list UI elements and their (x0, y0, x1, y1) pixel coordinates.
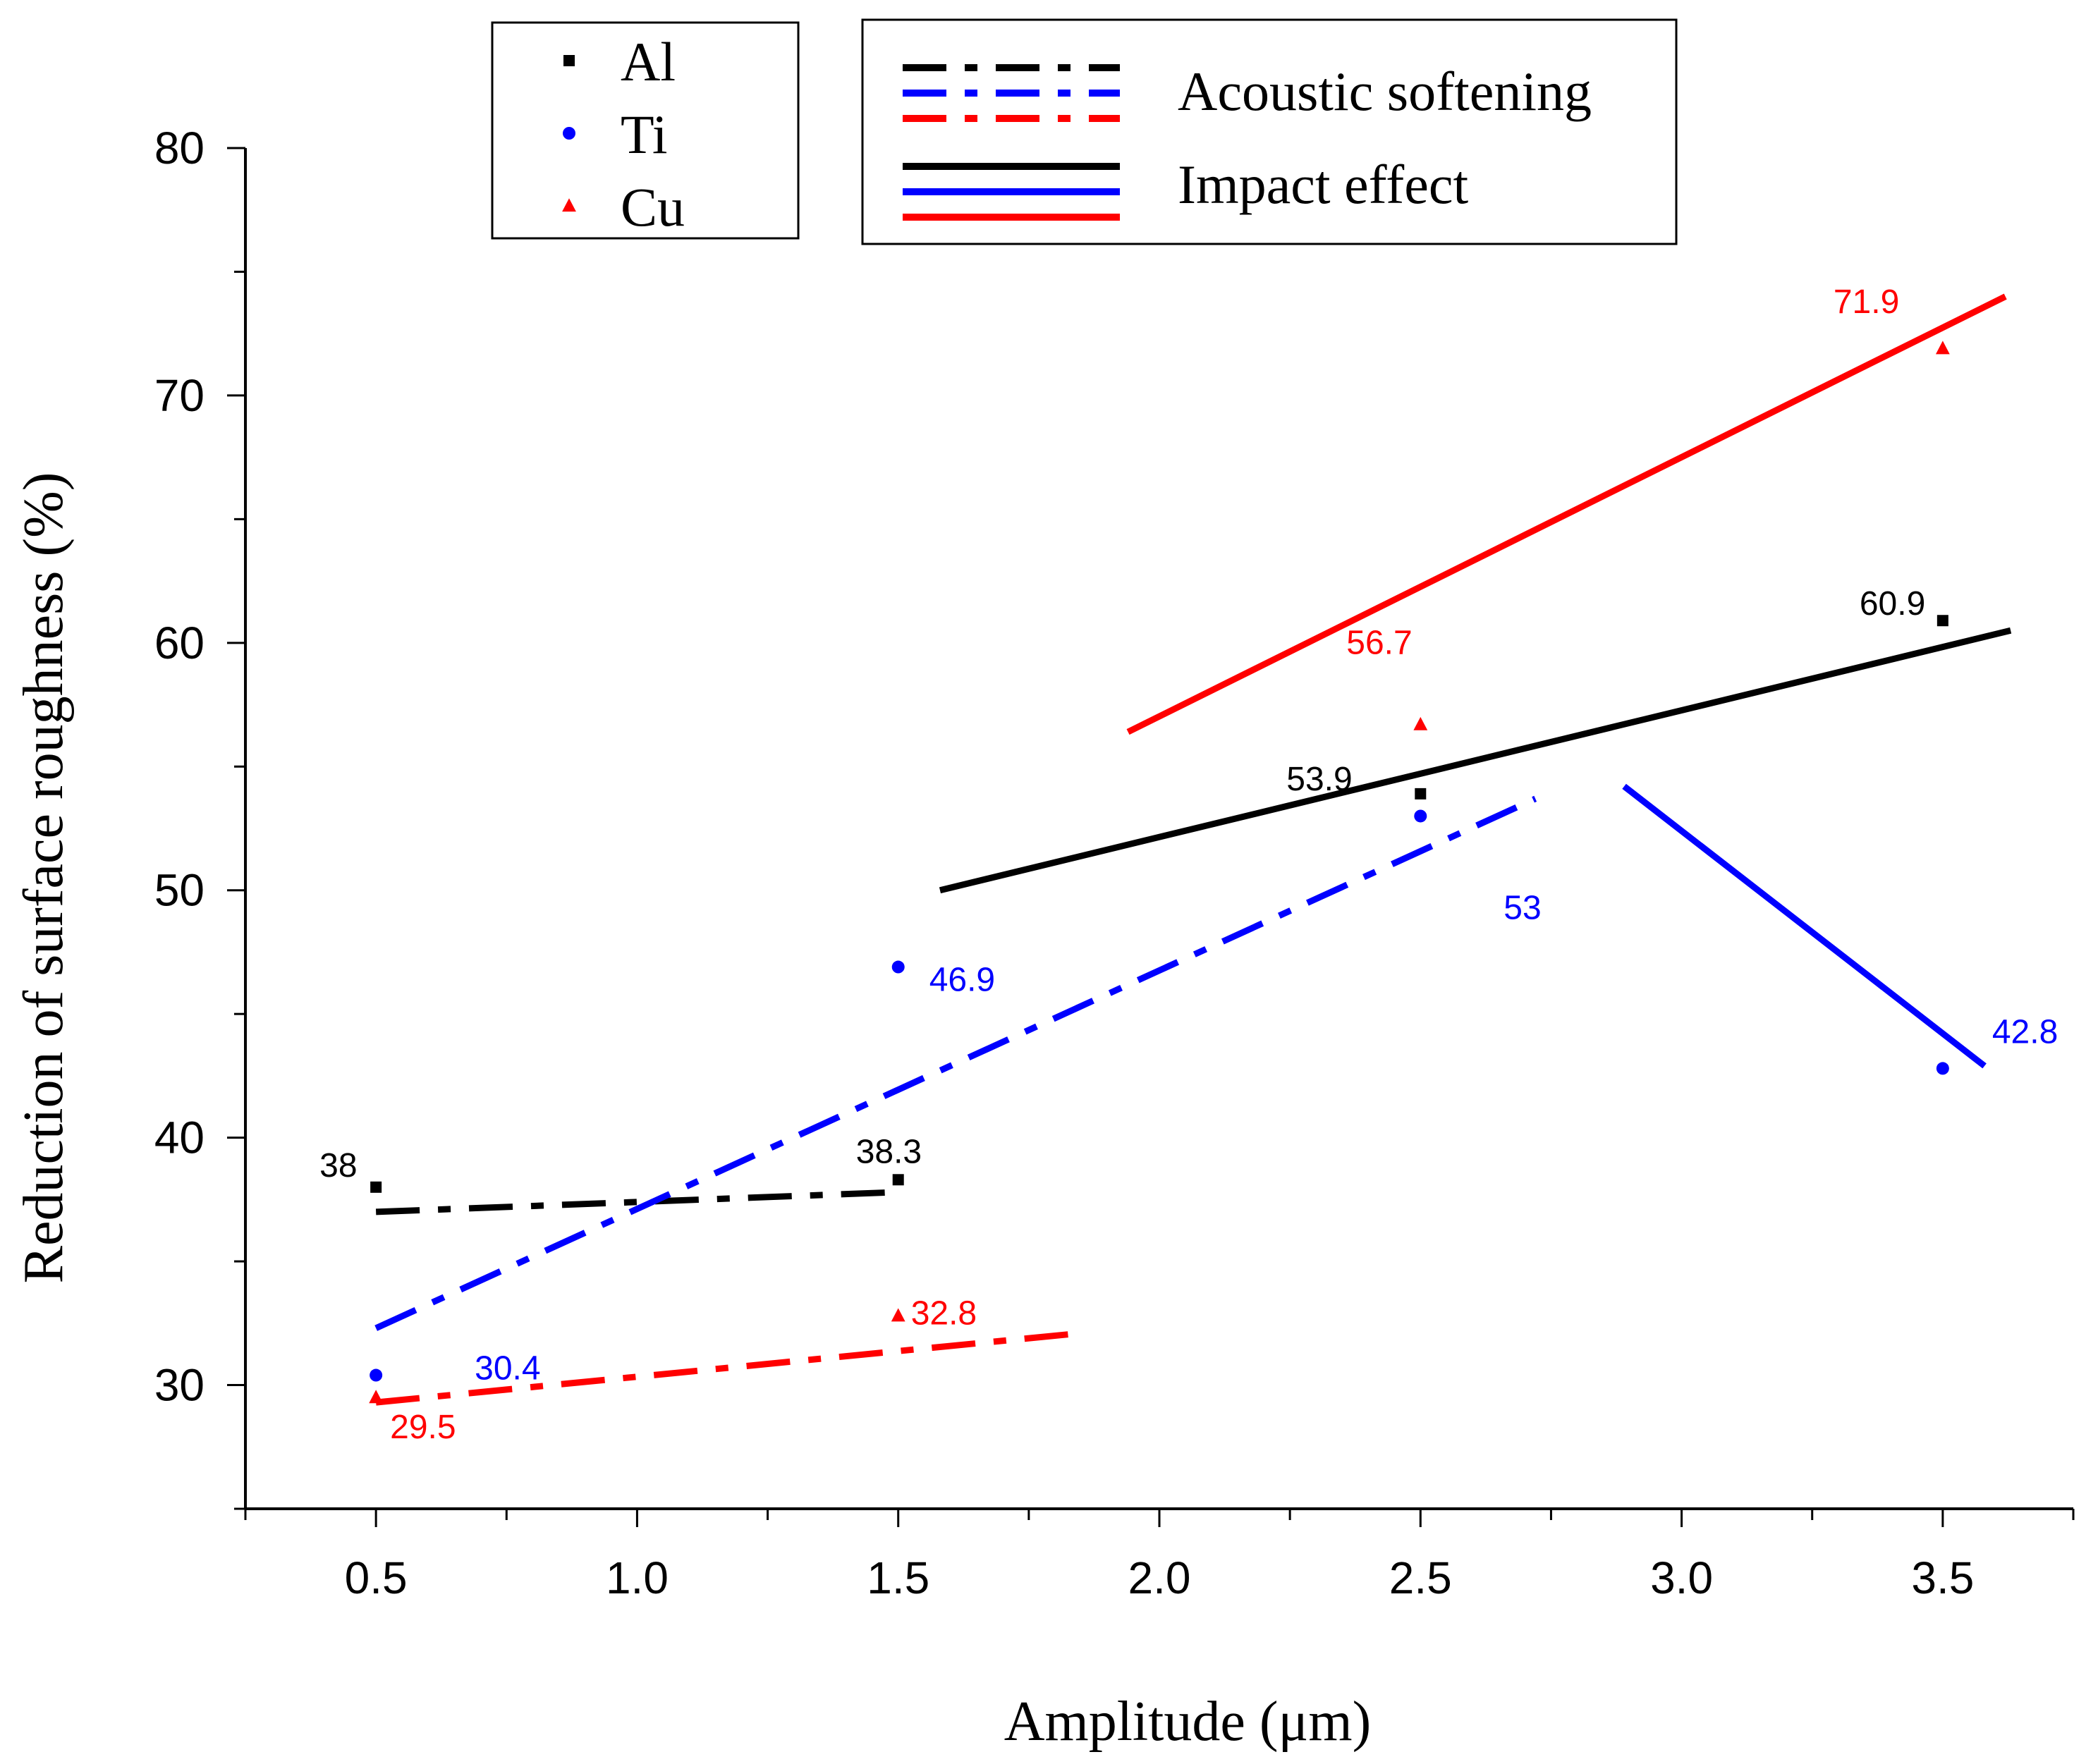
x-tick-label: 1.5 (867, 1552, 929, 1603)
acoustic-softening-line-cu (375, 1330, 1082, 1406)
cu-data-label: 56.7 (1346, 625, 1412, 662)
al-data-label: 53.9 (1286, 761, 1352, 798)
legend-markers: Al Ti Cu (491, 21, 800, 240)
cu-point (891, 1308, 905, 1322)
cu-point (1413, 716, 1428, 730)
impact-effect-line-al (939, 627, 2012, 894)
ti-data-label: 53 (1503, 889, 1541, 926)
cu-data-label: 29.5 (390, 1409, 456, 1446)
x-axis-title: Amplitude (μm) (1004, 1691, 1372, 1753)
y-axis-title: Reduction of surface roughness (%) (13, 472, 75, 1284)
al-point (892, 1174, 904, 1186)
legend-cu-label: Cu (621, 176, 685, 238)
cu-data-label: 71.9 (1834, 283, 1899, 321)
y-tick-label: 30 (154, 1360, 205, 1411)
x-tick-label: 0.5 (345, 1552, 408, 1603)
al-data-label: 38 (319, 1147, 357, 1184)
legend-markers-frame (491, 21, 800, 240)
ti-point (891, 960, 905, 974)
al-point (1415, 788, 1427, 800)
data-points (369, 341, 1950, 1404)
ti-point (1936, 1062, 1949, 1075)
y-tick-label: 80 (154, 123, 205, 173)
acoustic-softening-line-al (375, 1189, 898, 1215)
ti-point (1414, 809, 1427, 823)
ti-data-label: 30.4 (475, 1350, 540, 1388)
legend-lines-frame (861, 18, 1678, 245)
cu-point (369, 1390, 384, 1404)
legend-cu-marker (562, 198, 576, 212)
cu-point (1935, 341, 1950, 355)
y-tick-label: 70 (154, 370, 205, 421)
y-tick-label: 50 (154, 865, 205, 916)
legend-lines: Acoustic softening Impact effect (861, 18, 1678, 245)
x-tick-label: 2.5 (1389, 1552, 1452, 1603)
legend-al-marker (563, 55, 575, 66)
legend-impact-effect-label: Impact effect (1178, 154, 1468, 215)
y-tick-label: 60 (154, 618, 205, 668)
y-tick-label: 40 (154, 1113, 205, 1163)
acoustic-softening-line-ti (374, 795, 1537, 1331)
al-point (1936, 615, 1948, 627)
trend-lines (374, 293, 2012, 1406)
ti-point (370, 1368, 383, 1382)
ti-data-label: 46.9 (929, 962, 995, 999)
al-data-label: 38.3 (856, 1133, 922, 1170)
impact-effect-line-ti (1622, 783, 1987, 1069)
legend-al-label: Al (621, 31, 676, 92)
x-tick-label: 3.5 (1911, 1552, 1974, 1603)
legend-ti-label: Ti (621, 104, 668, 165)
cu-data-label: 32.8 (911, 1294, 977, 1332)
x-tick-label: 2.0 (1128, 1552, 1191, 1603)
ti-data-label: 42.8 (1992, 1013, 2058, 1051)
x-tick-label: 3.0 (1650, 1552, 1713, 1603)
x-tick-label: 1.0 (606, 1552, 669, 1603)
al-point (370, 1181, 382, 1193)
impact-effect-line-cu (1126, 293, 2007, 735)
data-labels: 38 38.3 53.9 60.9 30.4 46.9 53 42.8 29.5 32.8 56.7… (319, 283, 2058, 1446)
axes: 30 40 50 60 70 80 0.5 1.0 1.5 2.0 2.5 3.0 3.5 (154, 123, 2075, 1603)
legend-acoustic-softening-label: Acoustic softening (1178, 61, 1592, 122)
al-data-label: 60.9 (1860, 585, 1925, 623)
legend-ti-marker (563, 127, 575, 140)
